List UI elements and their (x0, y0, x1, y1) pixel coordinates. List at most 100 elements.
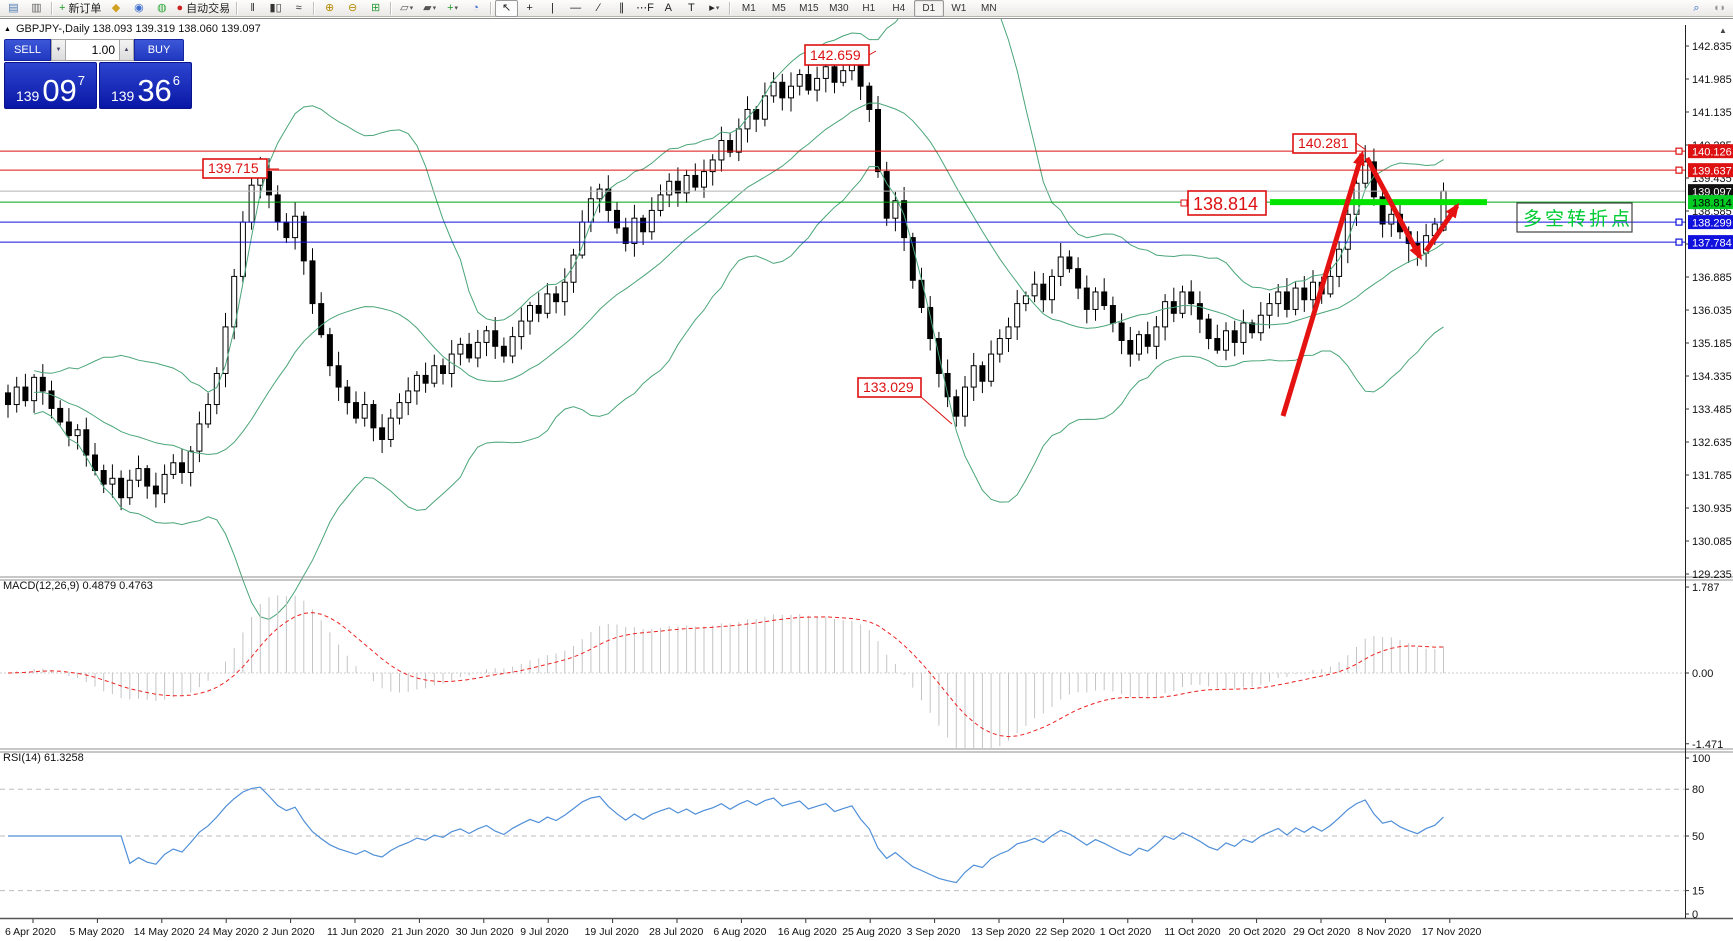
svg-text:28 Jul 2020: 28 Jul 2020 (649, 926, 703, 938)
new-order-button: + (59, 1, 66, 14)
date-axis[interactable]: 6 Apr 2020 5 May 2020 14 May 2020 24 May 20… (5, 919, 1482, 938)
add-indicator-icon: + (447, 1, 454, 14)
signals-icon[interactable]: ◍ (150, 0, 173, 17)
svg-text:21 Jun 2020: 21 Jun 2020 (391, 926, 449, 938)
tile-windows-icon[interactable]: ⊞ (364, 0, 387, 17)
svg-text:1 Oct 2020: 1 Oct 2020 (1100, 926, 1152, 938)
svg-text:129.235: 129.235 (1692, 569, 1732, 581)
price-label-boxes[interactable]: 142.659 139.715 133.029 140.281 138.814 (202, 44, 1367, 425)
horizontal-line-tool[interactable]: — (564, 0, 587, 17)
autotrading-button-label: 自动交易 (186, 3, 231, 15)
svg-text:142.835: 142.835 (1692, 41, 1732, 53)
vertical-line-tool[interactable]: | (541, 0, 564, 17)
svg-text:15: 15 (1692, 886, 1704, 898)
crosshair-tool[interactable]: + (518, 0, 541, 17)
chart-window-icon: ▤ (8, 1, 19, 14)
toolbar-separator (51, 1, 53, 15)
svg-text:19 Jul 2020: 19 Jul 2020 (585, 926, 639, 938)
autotrading-button[interactable]: ● 自动交易 (173, 0, 233, 17)
period-clock-icon[interactable]: ◔ (464, 0, 487, 17)
svg-text:24 May 2020: 24 May 2020 (198, 926, 259, 938)
timeframe-m5-button[interactable]: M5 (771, 2, 786, 14)
volume-down-spinner[interactable]: ▼ (51, 39, 66, 61)
equidistant-channel-tool[interactable]: ∥ (610, 0, 633, 17)
dropdown-caret-icon[interactable]: ▾ (454, 5, 459, 12)
horizontal-line-tool: — (570, 1, 582, 14)
zoom-out-icon[interactable]: ⊖ (341, 0, 364, 17)
timeframe-h1-button[interactable]: H1 (862, 2, 876, 14)
trend-arrows[interactable] (1280, 150, 1460, 417)
svg-text:20 Oct 2020: 20 Oct 2020 (1229, 926, 1286, 938)
text-tool[interactable]: A (657, 0, 680, 17)
volume-input[interactable] (66, 39, 119, 61)
buy-price-box[interactable]: 139 36 6 (99, 62, 192, 109)
sell-price-prefix: 139 (15, 88, 40, 104)
sell-price-sup: 7 (77, 73, 86, 88)
svg-text:142.659: 142.659 (810, 47, 861, 63)
line-chart-icon[interactable]: ≈ (287, 0, 310, 17)
text-tool: A (664, 1, 672, 14)
arrows-tool[interactable]: ▸ ▾ (703, 0, 726, 17)
community-icon[interactable]: ◖◗ (1708, 0, 1731, 17)
svg-text:11 Jun 2020: 11 Jun 2020 (327, 926, 384, 938)
sell-button[interactable]: SELL (4, 39, 51, 61)
sell-price-box[interactable]: 139 09 7 (4, 62, 97, 109)
equidistant-channel-tool: ∥ (618, 1, 625, 14)
toolbar-separator (490, 1, 493, 15)
zoom-in-icon[interactable]: ⊕ (318, 0, 341, 17)
timeframe-w1-button[interactable]: W1 (951, 2, 967, 14)
buy-button[interactable]: BUY (134, 39, 184, 61)
chart-window-icon[interactable]: ▤ (2, 0, 25, 17)
svg-text:11 Oct 2020: 11 Oct 2020 (1164, 926, 1221, 938)
experts-icon[interactable]: ◉ (127, 0, 150, 17)
bar-chart-icon[interactable]: ‖ (241, 0, 264, 17)
history-center-icon: ◆ (111, 1, 121, 14)
market-watch-icon[interactable]: ▥ (25, 0, 48, 17)
svg-text:13 Sep 2020: 13 Sep 2020 (971, 926, 1031, 938)
candlestick-chart-icon[interactable]: ▮▯ (264, 0, 287, 17)
svg-text:30 Jun 2020: 30 Jun 2020 (456, 926, 514, 938)
add-indicator-icon[interactable]: + ▾ (441, 0, 464, 17)
fibonacci-tool[interactable]: ⋯F (633, 0, 657, 17)
community-icon: ◖◗ (1712, 1, 1727, 14)
search-icon[interactable]: ⌕ (1685, 0, 1708, 17)
timeframe-h4-button[interactable]: H4 (892, 2, 906, 14)
svg-text:多空转折点: 多空转折点 (1523, 208, 1633, 230)
timeframe-m30-button[interactable]: M30 (829, 2, 849, 14)
svg-text:1.787: 1.787 (1692, 582, 1720, 594)
svg-text:0.00: 0.00 (1692, 668, 1713, 680)
price-axis[interactable]: 142.835141.985141.135140.285139.435138.5… (1685, 41, 1733, 581)
svg-text:2 Jun 2020: 2 Jun 2020 (263, 926, 315, 938)
history-center-icon[interactable]: ◆ (104, 0, 127, 17)
cursor-tool[interactable]: ↖ (495, 0, 519, 17)
svg-text:136.885: 136.885 (1692, 272, 1732, 284)
macd-pane: 1.787 0.00 -1.471 (0, 582, 1723, 751)
timeframe-mn-button[interactable]: MN (981, 2, 997, 14)
turning-point-note[interactable]: 多空转折点 (1516, 202, 1633, 233)
trendline-tool[interactable]: ∕ (587, 0, 610, 17)
svg-text:16 Aug 2020: 16 Aug 2020 (778, 926, 837, 938)
svg-text:5 May 2020: 5 May 2020 (69, 926, 124, 938)
volume-up-spinner[interactable]: ▲ (119, 39, 134, 61)
templates-icon[interactable]: ▰ ▾ (418, 0, 441, 17)
dropdown-caret-icon[interactable]: ▾ (715, 5, 720, 12)
timeframe-d1-button[interactable]: D1 (913, 0, 944, 17)
chart-window[interactable]: 多空转折点 142.659 139.715 133.029 140.281 138.814… (0, 18, 1733, 941)
timeframe-m15-button[interactable]: M15 (799, 2, 819, 14)
dropdown-caret-icon[interactable]: ▾ (432, 5, 437, 12)
svg-text:140.126: 140.126 (1692, 147, 1732, 159)
profiles-icon[interactable]: ▱ ▾ (395, 0, 418, 17)
svg-text:132.635: 132.635 (1692, 437, 1732, 449)
new-order-button[interactable]: + 新订单 (56, 0, 104, 17)
label-tool[interactable]: T (680, 0, 703, 17)
dropdown-caret-icon[interactable]: ▾ (409, 5, 414, 12)
svg-text:141.135: 141.135 (1692, 107, 1732, 119)
timeframe-m1-button[interactable]: M1 (741, 2, 756, 14)
tile-windows-icon: ⊞ (370, 1, 381, 14)
collapse-triangle-icon[interactable]: ▲ (4, 25, 11, 33)
period-clock-icon: ◔ (472, 1, 479, 14)
price-chart-canvas[interactable]: 多空转折点 142.659 139.715 133.029 140.281 138.814… (0, 19, 1733, 941)
svg-text:25 Aug 2020: 25 Aug 2020 (842, 926, 901, 938)
svg-text:137.784: 137.784 (1692, 238, 1732, 250)
